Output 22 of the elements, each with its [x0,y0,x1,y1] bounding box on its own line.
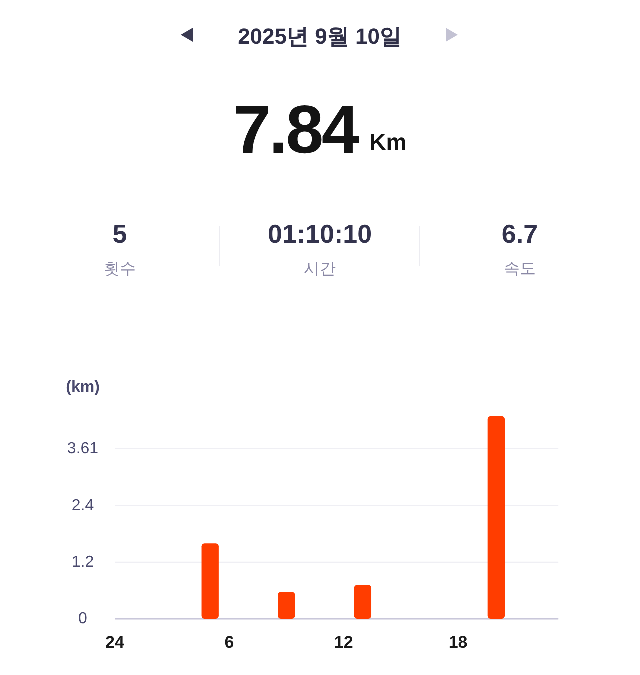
x-tick-label: 24 [106,633,125,652]
text: 시간 [304,261,336,278]
bar [488,416,506,619]
y-tick-label: 2.4 [72,497,94,514]
x-tick-label: 12 [334,633,354,652]
bar [202,544,219,619]
chart-title: 2025년 9월 10일 [238,24,402,49]
y-axis-title: (km) [66,379,100,396]
y-tick-label: 3.61 [67,440,99,458]
text: Km [370,129,407,155]
bar [354,585,372,619]
y-tick-label: 1.2 [72,554,94,571]
text: 속도 [504,261,536,278]
text: 01:10:10 [268,219,372,249]
text: 6.7 [502,219,538,249]
text: 7.84 [233,92,360,168]
text: 횟수 [104,261,136,278]
x-tick-label: 6 [224,633,234,652]
text: 5 [112,219,128,249]
bar [278,592,296,619]
y-tick-label: 0 [78,610,88,628]
x-tick-label: 18 [448,633,468,652]
